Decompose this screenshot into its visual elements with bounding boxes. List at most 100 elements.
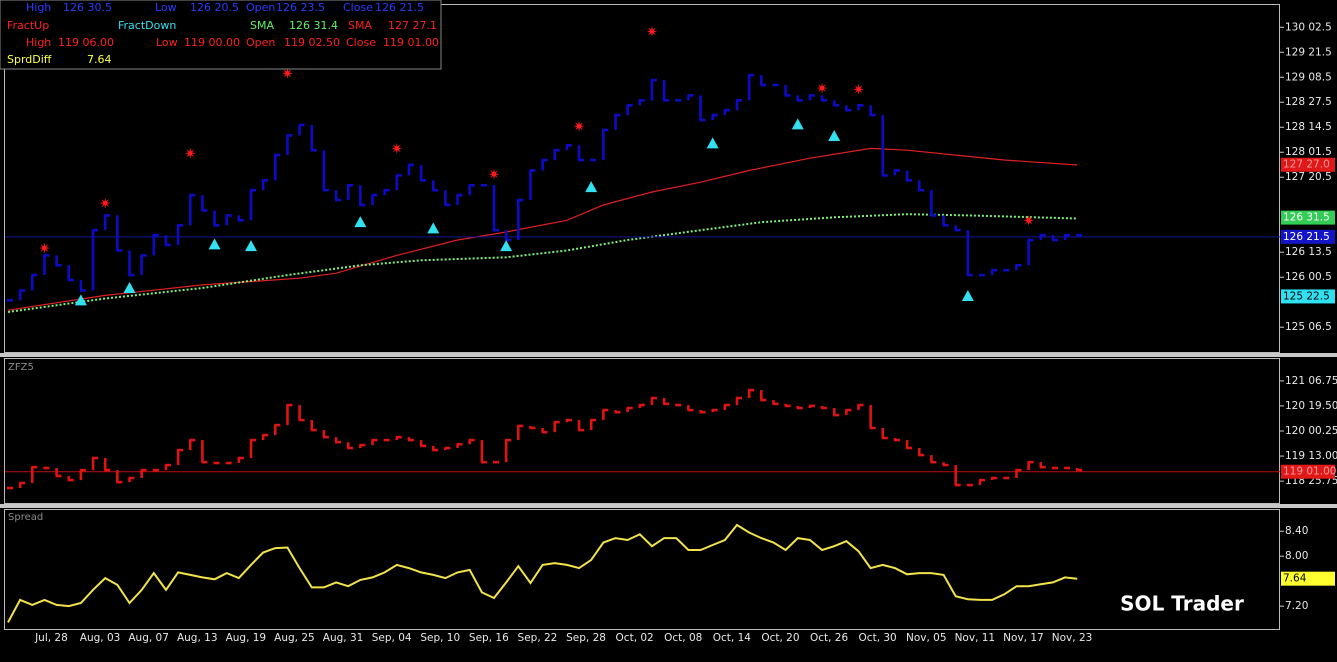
x-tick-label: Nov, 11	[955, 632, 996, 644]
info-text: 126 20.5	[190, 1, 239, 14]
fractal-down	[427, 222, 440, 234]
fractal-down	[245, 240, 257, 252]
x-tick-label: Oct, 30	[859, 632, 897, 644]
y-tick-label: 128 14.5	[1285, 121, 1332, 133]
info-text: 119 06.00	[58, 36, 114, 49]
price-tag-label: 7.64	[1283, 573, 1307, 585]
x-tick-label: Oct, 20	[761, 632, 799, 644]
x-tick-label: Sep, 22	[518, 632, 558, 644]
y-tick-label: 128 01.5	[1285, 146, 1332, 158]
y-tick-label: 7.20	[1285, 600, 1308, 612]
price-tag	[1281, 157, 1335, 172]
info-text: 126 30.5	[63, 1, 112, 14]
info-text: Low	[156, 36, 178, 49]
price-tag-label: 127 27.0	[1283, 159, 1330, 171]
info-text: SMA	[348, 19, 372, 32]
x-tick-label: Sep, 10	[420, 632, 460, 644]
sma-line	[7, 147, 1078, 311]
info-text: 126 21.5	[375, 1, 424, 14]
x-tick-label: Nov, 17	[1003, 632, 1044, 644]
y-tick-label: 125 06.5	[1285, 321, 1332, 333]
price-tag	[1281, 229, 1335, 244]
fractal-down	[208, 238, 221, 250]
fractal-up	[184, 147, 196, 159]
fractal-down	[123, 282, 136, 294]
info-text: Open	[246, 1, 275, 14]
fractal-down	[74, 294, 87, 306]
fractal-down	[791, 118, 804, 130]
price-tag-label: 126 31.5	[1283, 212, 1330, 224]
y-tick-label: 126 00.5	[1285, 271, 1332, 283]
x-tick-label: Aug, 07	[128, 632, 169, 644]
panel-title: ZFZ5	[8, 362, 34, 373]
plot-layer: 130 02.5 129 21.5 129 08.5 128 27.5 128 14.5…	[5, 21, 1337, 644]
info-text: 126 31.4	[289, 19, 338, 32]
info-text: 126 23.5	[276, 1, 325, 14]
fractal-down	[500, 240, 513, 252]
separator	[0, 504, 1337, 508]
x-tick-label: Aug, 03	[80, 632, 121, 644]
fractal-up	[646, 26, 658, 37]
fractal-down	[585, 181, 598, 193]
x-tick-label: Nov, 05	[906, 632, 947, 644]
fractal-up	[391, 142, 403, 154]
y-tick-label: 127 20.5	[1285, 171, 1332, 183]
fractal-up	[281, 67, 293, 79]
x-tick-label: Aug, 31	[323, 632, 364, 644]
sma-line	[7, 213, 1078, 313]
fractal-down	[961, 290, 974, 302]
x-tick-label: Sep, 04	[372, 632, 412, 644]
x-tick-label: Oct, 14	[713, 632, 752, 644]
fractal-down	[828, 130, 841, 142]
panel-title: Spread	[8, 512, 43, 523]
y-tick-label: 121 06.75	[1285, 375, 1337, 387]
x-tick-label: Aug, 25	[274, 632, 315, 644]
info-text: Open	[246, 36, 275, 49]
separator	[0, 353, 1337, 357]
y-tick-label: 129 21.5	[1285, 46, 1332, 58]
price-tag-label: 125 22.5	[1283, 290, 1330, 302]
fractal-up	[853, 83, 864, 95]
watermark: SOL Trader	[1120, 592, 1244, 616]
info-text: 119 01.00	[383, 36, 439, 49]
main-panel	[4, 4, 1280, 353]
fractal-down	[706, 137, 719, 149]
price-tag-label: 126 21.5	[1283, 231, 1330, 243]
info-text: Close	[343, 1, 373, 14]
fractal-down	[354, 216, 367, 228]
x-tick-label: Jul, 28	[34, 632, 68, 644]
price-tag-label: 119 01.00	[1283, 466, 1336, 478]
spread-line	[7, 523, 1078, 623]
info-text: 119 02.50	[284, 36, 340, 49]
info-text: SMA	[250, 19, 274, 32]
fractal-up	[99, 197, 111, 209]
y-tick-label: 129 08.5	[1285, 71, 1332, 83]
info-text: Low	[155, 1, 177, 14]
price-tag	[1281, 571, 1335, 586]
price-tag	[1281, 210, 1335, 225]
x-tick-label: Oct, 26	[810, 632, 849, 644]
y-tick-label: 120 19.50	[1285, 400, 1337, 412]
price-tag	[1281, 464, 1335, 479]
fractal-up	[573, 120, 585, 132]
info-text: 7.64	[87, 53, 112, 66]
info-text: FractDown	[118, 19, 176, 32]
price-tag	[1281, 289, 1335, 304]
y-tick-label: 120 00.25	[1285, 425, 1337, 437]
x-tick-label: Sep, 16	[469, 632, 509, 644]
spread-panel	[4, 509, 1280, 630]
x-tick-label: Nov, 23	[1052, 632, 1093, 644]
zf-panel	[4, 358, 1280, 504]
info-text: High	[26, 36, 51, 49]
y-tick-label: 8.00	[1285, 550, 1308, 562]
x-tick-label: Oct, 02	[616, 632, 654, 644]
y-tick-label: 126 13.5	[1285, 246, 1332, 258]
x-tick-label: Aug, 13	[177, 632, 218, 644]
info-box	[0, 0, 442, 70]
info-text: SprdDiff	[7, 53, 52, 66]
y-tick-label: 119 13.00	[1285, 450, 1337, 462]
info-text: FractUp	[7, 19, 49, 32]
